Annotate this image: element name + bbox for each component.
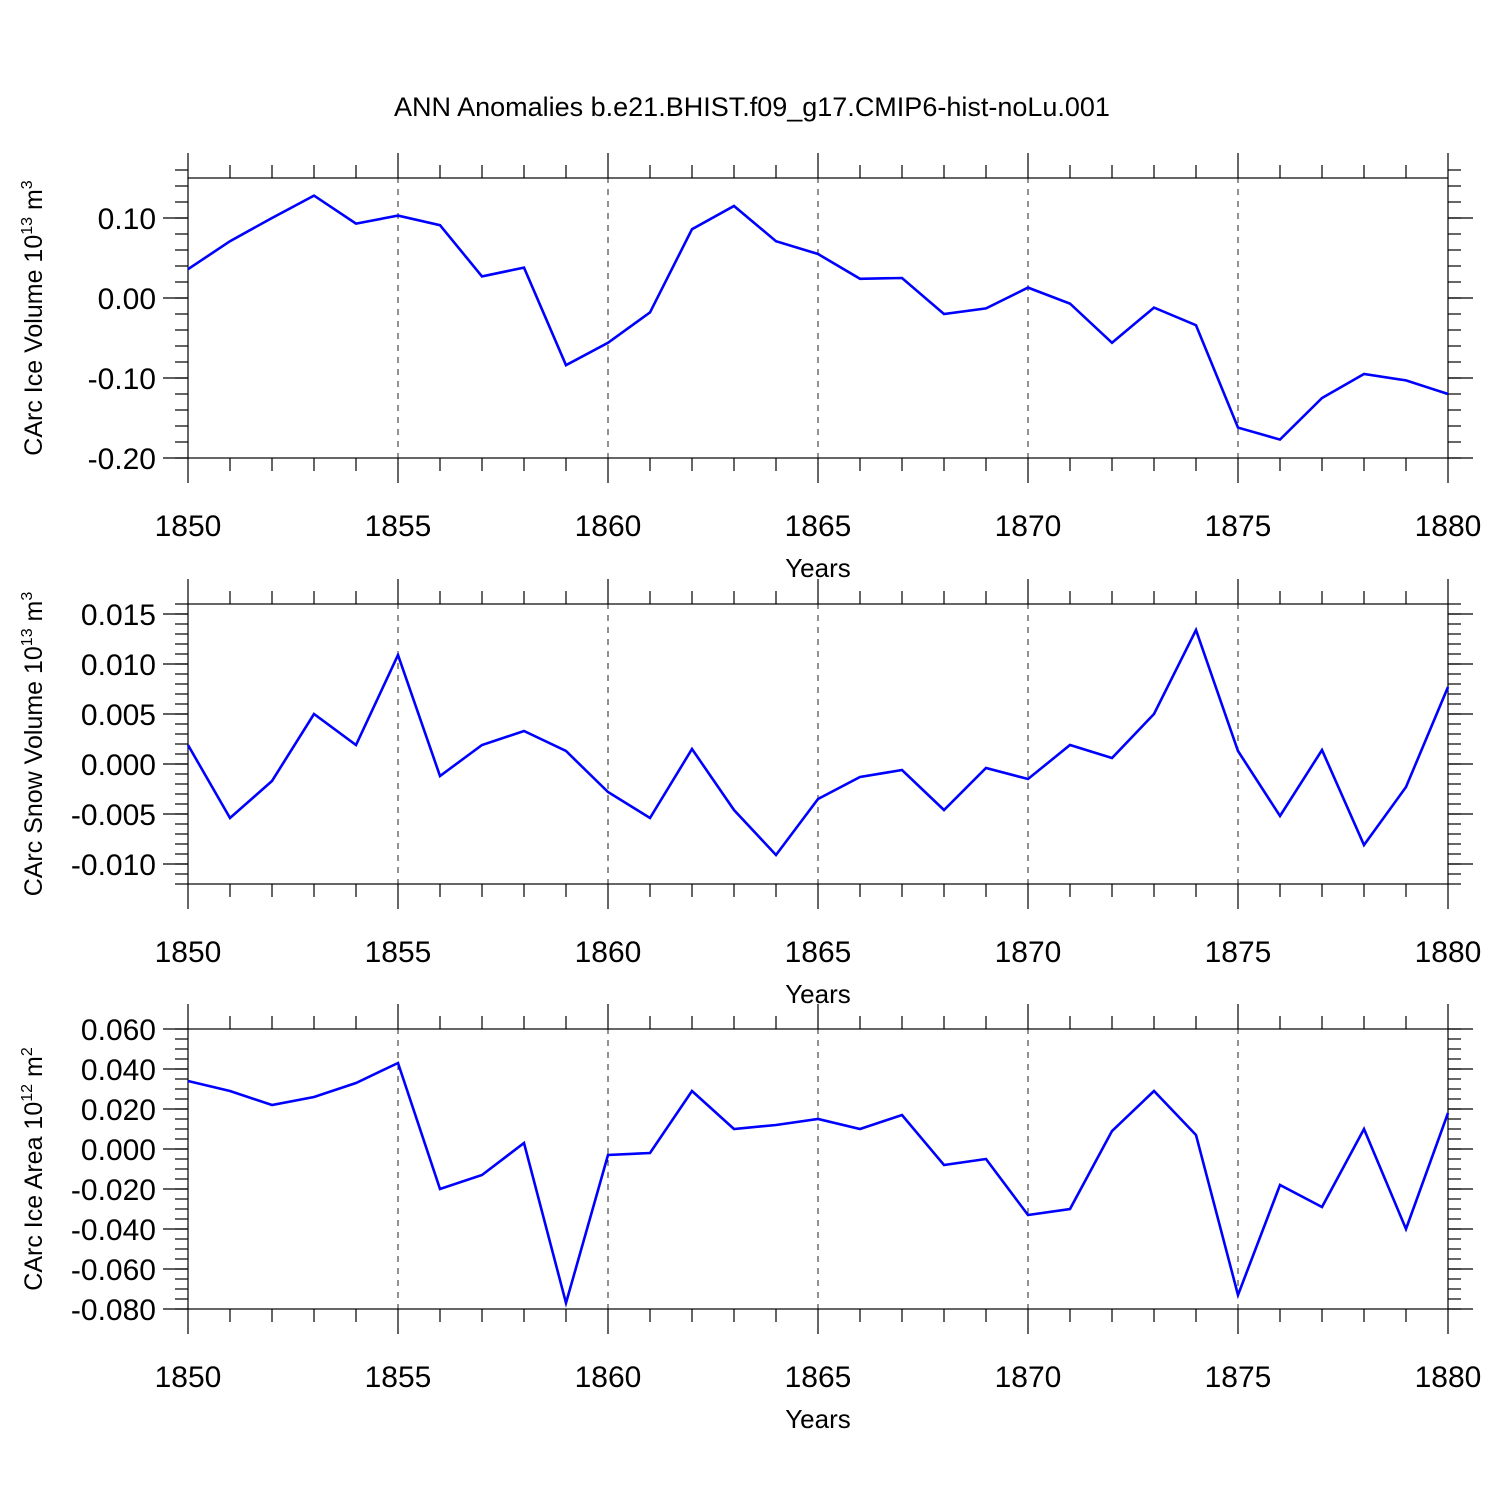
snow-volume-panel: -0.010 -0.005 0.000 0.005 0.010 0.015 1850 1855… <box>19 579 1481 1009</box>
x-tick-label: 1865 <box>785 936 852 969</box>
x-tick-label: 1865 <box>785 1361 852 1394</box>
y-tick-label: 0.060 <box>81 1014 156 1047</box>
y-axis-title-base: CArc Ice Volume 10 <box>20 235 48 456</box>
x-tick-label: 1875 <box>1205 510 1272 543</box>
plot-frame <box>187 603 1449 885</box>
ice-volume-panel: -0.20 -0.10 0.00 0.10 1850 1855 1860 1865 1870 18… <box>19 153 1481 583</box>
y-axis-title-unit-exponent: 3 <box>19 180 36 189</box>
x-axis-title: Years <box>785 1404 851 1434</box>
y-axis-title-unit-exponent: 3 <box>19 592 36 601</box>
x-tick-label: 1875 <box>1205 936 1272 969</box>
y-axis-title: CArc Ice Volume 1013 m3 <box>19 180 48 456</box>
y-axis-title-unit-exponent: 2 <box>19 1047 36 1056</box>
y-tick-label: -0.005 <box>71 799 156 832</box>
y-tick-label: 0.00 <box>98 283 156 316</box>
y-tick-label: 0.010 <box>81 649 156 682</box>
y-axis-title-unit: m <box>20 601 48 629</box>
y-axis-title-exponent: 12 <box>19 1084 36 1102</box>
y-axis-title-unit: m <box>20 189 48 217</box>
y-tick-label: 0.10 <box>98 203 156 236</box>
x-tick-label: 1875 <box>1205 1361 1272 1394</box>
x-tick-label: 1855 <box>365 936 432 969</box>
plot-frame <box>187 1028 1449 1310</box>
y-axis-title-base: CArc Snow Volume 10 <box>20 646 48 896</box>
y-tick-label: 0.000 <box>81 749 156 782</box>
y-tick-label: 0.005 <box>81 699 156 732</box>
y-axis-title-exponent: 13 <box>19 628 36 646</box>
x-tick-label: 1860 <box>575 1361 642 1394</box>
x-tick-label: 1850 <box>155 936 222 969</box>
x-tick-label: 1880 <box>1415 936 1482 969</box>
x-tick-label: 1860 <box>575 510 642 543</box>
x-tick-label: 1850 <box>155 1361 222 1394</box>
figure-title: ANN Anomalies b.e21.BHIST.f09_g17.CMIP6-… <box>394 92 1110 122</box>
x-tick-label: 1870 <box>995 1361 1062 1394</box>
x-tick-label: 1865 <box>785 510 852 543</box>
y-tick-label: -0.20 <box>88 443 156 476</box>
x-tick-label: 1880 <box>1415 510 1482 543</box>
x-tick-label: 1850 <box>155 510 222 543</box>
y-axis-title-unit: m <box>20 1056 48 1084</box>
y-tick-label: -0.080 <box>71 1294 156 1327</box>
y-tick-label: -0.040 <box>71 1214 156 1247</box>
x-axis-title: Years <box>785 553 851 583</box>
y-axis-title-base: CArc Ice Area 10 <box>20 1102 48 1291</box>
y-axis-title: CArc Ice Area 1012 m2 <box>19 1047 48 1291</box>
series-line <box>187 1061 1450 1308</box>
y-tick-label: 0.000 <box>81 1134 156 1167</box>
series-line <box>186 626 1450 858</box>
y-tick-label: 0.040 <box>81 1054 156 1087</box>
y-tick-label: -0.020 <box>71 1174 156 1207</box>
y-tick-label: -0.10 <box>88 363 156 396</box>
x-tick-label: 1860 <box>575 936 642 969</box>
y-tick-label: 0.015 <box>81 599 156 632</box>
x-tick-label: 1855 <box>365 510 432 543</box>
y-tick-label: -0.060 <box>71 1254 156 1287</box>
x-tick-label: 1880 <box>1415 1361 1482 1394</box>
x-tick-label: 1870 <box>995 510 1062 543</box>
x-tick-label: 1855 <box>365 1361 432 1394</box>
series-line <box>187 194 1449 442</box>
y-tick-label: -0.010 <box>71 849 156 882</box>
ice-area-panel: -0.080 -0.060 -0.040 -0.020 0.000 0.020 0.040 0… <box>19 1004 1481 1434</box>
x-tick-label: 1870 <box>995 936 1062 969</box>
y-axis-title: CArc Snow Volume 1013 m3 <box>19 592 48 897</box>
y-axis-title-exponent: 13 <box>19 217 36 235</box>
y-tick-label: 0.020 <box>81 1094 156 1127</box>
